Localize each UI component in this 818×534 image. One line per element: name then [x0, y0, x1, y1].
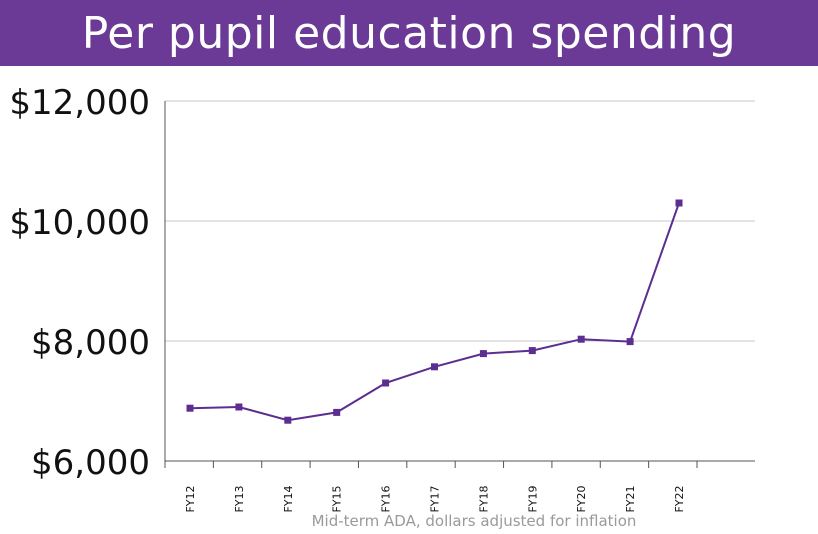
data-point [431, 363, 438, 371]
x-tick-label: FY22 [673, 485, 686, 512]
x-tick-label: FY13 [233, 485, 246, 512]
x-axis-caption: Mid-term ADA, dollars adjusted for infla… [311, 512, 637, 530]
data-point [333, 408, 341, 416]
x-tick-label: FY12 [184, 485, 197, 512]
x-tick-label: FY16 [380, 485, 393, 512]
x-tick-label: FY18 [477, 485, 490, 512]
chart-title: Per pupil education spending [81, 7, 737, 59]
line-chart: $6,000 $8,000 $10,000 $12,000 FY12 FY13 FY14 FY… [9, 83, 755, 513]
x-tick-label: FY20 [575, 485, 588, 512]
y-tick-label: $12,000 [9, 83, 150, 123]
y-tick-label: $8,000 [31, 323, 150, 363]
data-point [284, 416, 292, 424]
x-tick-label: FY17 [429, 485, 442, 512]
title-banner: Per pupil education spending [0, 0, 818, 66]
y-tick-label: $6,000 [31, 443, 150, 483]
data-point [528, 347, 536, 355]
data-point [675, 199, 683, 207]
data-point [577, 335, 585, 343]
x-tick-label: FY19 [526, 485, 539, 512]
data-point [186, 404, 194, 412]
x-tick-label: FY14 [282, 485, 295, 512]
series-line [189, 202, 680, 422]
y-tick-label: $10,000 [9, 203, 150, 243]
data-point [235, 403, 243, 411]
data-point [479, 350, 487, 358]
data-point [382, 379, 390, 387]
data-point [626, 338, 634, 346]
x-tick-label: FY15 [331, 485, 344, 512]
x-tick-label: FY21 [624, 485, 637, 512]
